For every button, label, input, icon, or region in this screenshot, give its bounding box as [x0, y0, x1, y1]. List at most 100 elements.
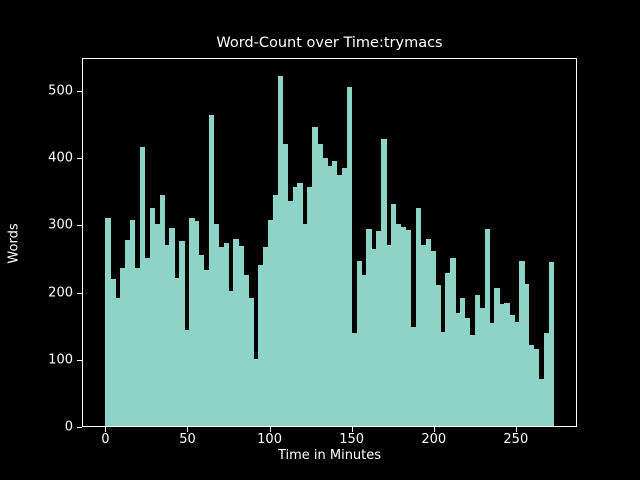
- bar: [484, 229, 491, 426]
- bar: [469, 335, 476, 426]
- y-tick-mark: [77, 359, 82, 361]
- bar: [351, 333, 358, 426]
- bar: [292, 187, 298, 426]
- bar: [164, 244, 170, 426]
- bar: [445, 272, 451, 426]
- bar: [174, 278, 180, 426]
- bar: [238, 245, 244, 426]
- bar: [322, 158, 328, 426]
- bar: [282, 143, 289, 426]
- bar: [105, 217, 111, 426]
- bar: [317, 144, 323, 426]
- bar: [504, 303, 510, 426]
- x-tick-mark: [351, 427, 353, 432]
- x-tick-mark: [187, 427, 189, 432]
- bar: [134, 268, 141, 426]
- bar: [144, 257, 151, 426]
- y-tick-label: 200: [48, 285, 73, 301]
- bar: [415, 208, 422, 426]
- bar: [179, 241, 185, 426]
- bar: [543, 333, 550, 426]
- bar: [130, 219, 136, 426]
- x-tick-label: 150: [339, 432, 365, 447]
- bar: [474, 294, 481, 426]
- x-tick-label: 0: [101, 432, 110, 447]
- bar: [258, 264, 264, 426]
- bar: [233, 239, 239, 426]
- bar: [450, 257, 456, 426]
- bar: [420, 244, 427, 426]
- bar: [361, 274, 367, 426]
- y-tick-label: 300: [48, 217, 73, 233]
- y-axis-label: Words: [6, 223, 22, 264]
- bar: [198, 254, 205, 426]
- bar: [336, 174, 343, 426]
- x-tick-mark: [269, 427, 271, 432]
- bar: [341, 167, 348, 426]
- bar: [243, 275, 249, 426]
- bar: [460, 298, 466, 426]
- bar: [524, 283, 530, 426]
- bar: [159, 195, 165, 426]
- bar: [430, 250, 436, 426]
- bar: [464, 318, 471, 426]
- x-tick-label: 50: [179, 432, 196, 447]
- bar: [386, 244, 392, 426]
- y-tick-label: 100: [48, 352, 73, 368]
- bar: [287, 200, 294, 426]
- bar: [494, 288, 500, 426]
- bar: [139, 147, 146, 426]
- y-tick-mark: [77, 427, 82, 428]
- x-axis-label: Time in Minutes: [277, 448, 382, 463]
- y-tick-mark: [77, 292, 82, 294]
- chart-title: Word-Count over Time:trymacs: [216, 35, 443, 51]
- y-tick-label: 400: [48, 150, 73, 166]
- bar: [533, 348, 540, 426]
- bar: [115, 298, 121, 426]
- x-tick-mark: [515, 427, 517, 432]
- x-tick-mark: [433, 427, 435, 432]
- bar: [208, 114, 215, 426]
- plot-area: [82, 58, 577, 427]
- x-tick-mark: [105, 427, 107, 432]
- bar: [519, 260, 525, 426]
- bar: [194, 221, 200, 426]
- bar: [223, 242, 230, 426]
- bar: [405, 229, 412, 426]
- bar: [307, 187, 313, 426]
- bar: [267, 220, 274, 426]
- bar: [435, 284, 441, 426]
- bar: [218, 247, 225, 426]
- bar: [312, 126, 318, 426]
- bar: [425, 239, 431, 426]
- bar: [376, 231, 382, 426]
- bar: [228, 290, 234, 426]
- bar: [356, 261, 362, 426]
- y-tick-mark: [77, 225, 82, 227]
- bar: [189, 217, 195, 426]
- bar: [302, 224, 308, 426]
- bar: [149, 207, 156, 426]
- bar: [297, 182, 303, 426]
- y-tick-mark: [77, 90, 82, 92]
- bar: [331, 161, 338, 426]
- bar: [514, 321, 520, 426]
- y-tick-mark: [77, 158, 82, 160]
- x-tick-label: 250: [503, 432, 529, 447]
- bar: [248, 298, 254, 426]
- bar: [499, 304, 505, 426]
- y-tick-label: 0: [64, 419, 73, 435]
- bar: [489, 323, 495, 426]
- bar: [110, 279, 116, 426]
- bar: [346, 86, 353, 426]
- bar: [509, 315, 515, 426]
- bar: [184, 329, 190, 426]
- y-tick-label: 500: [48, 83, 73, 99]
- bar: [528, 344, 535, 426]
- bar: [125, 239, 131, 426]
- bar: [327, 165, 333, 426]
- bar: [381, 139, 387, 426]
- bar: [169, 227, 175, 426]
- bar: [455, 313, 461, 426]
